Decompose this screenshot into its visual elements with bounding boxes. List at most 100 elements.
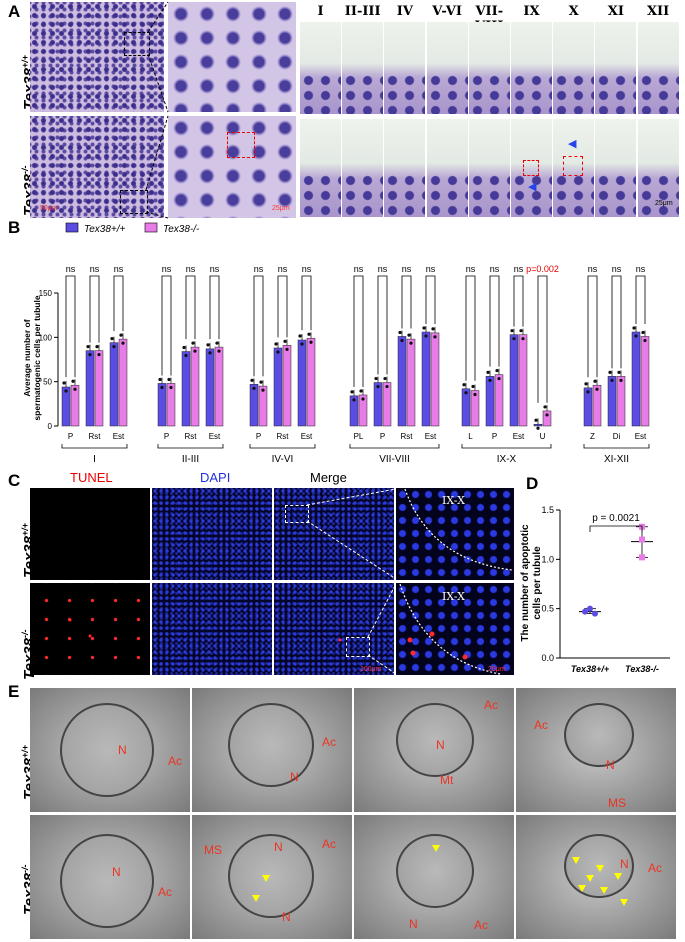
panel-label-b: B — [8, 218, 21, 237]
category-label: P — [380, 432, 385, 441]
bar — [461, 388, 471, 427]
data-point — [361, 397, 365, 401]
y-tick-label: 150 — [39, 289, 53, 298]
scalebar-a1: 50μm — [40, 205, 58, 212]
significance-label: ns — [636, 264, 646, 274]
tem-label: Ac — [534, 718, 549, 732]
data-point — [250, 378, 254, 382]
stage-label: VII-VIII — [379, 454, 410, 465]
data-point — [512, 337, 516, 341]
category-label: Est — [301, 432, 313, 441]
stage-tile-wt-6 — [553, 22, 595, 114]
bar-chart-b: 0 50 100 150 Average number of spermatogenic … — [22, 222, 650, 465]
cell-nucleus — [564, 703, 634, 767]
yellow-arrowhead-icon — [596, 865, 604, 872]
data-point — [534, 418, 538, 422]
channel-merge: Merge — [310, 470, 347, 485]
significance-bracket — [161, 275, 172, 376]
data-point — [424, 334, 428, 338]
data-point — [86, 345, 90, 349]
category-label: PL — [354, 432, 364, 441]
data-point — [112, 345, 116, 349]
data-point — [276, 350, 280, 354]
data-point — [431, 327, 435, 331]
scalebar-c1: 100μm — [360, 666, 382, 673]
cell-nucleus — [60, 703, 154, 797]
data-point — [409, 341, 413, 345]
data-point — [259, 380, 263, 384]
data-point — [543, 405, 547, 409]
yellow-arrowhead-icon — [572, 857, 580, 864]
data-point — [191, 341, 195, 345]
data-point — [545, 413, 549, 417]
data-point — [519, 329, 523, 333]
tem-label: N — [290, 770, 299, 784]
data-point — [97, 353, 101, 357]
tem-label: Ac — [648, 861, 663, 875]
stage-tile-wt-0 — [300, 22, 341, 114]
tem-label: N — [436, 738, 445, 752]
significance-bracket — [635, 275, 646, 325]
zoom-label-wt: IX-X — [442, 494, 465, 507]
y-tick-label: 100 — [39, 333, 53, 342]
bar — [640, 336, 650, 427]
data-point — [121, 341, 125, 345]
stage-label-7: XI — [607, 4, 624, 19]
zoom-lines-a — [145, 1, 169, 219]
bar — [583, 387, 593, 427]
data-point — [283, 339, 287, 343]
panel-label-e: E — [8, 682, 20, 701]
significance-bracket — [513, 275, 524, 327]
channel-dapi: DAPI — [200, 470, 231, 485]
tem-label: Ac — [484, 698, 499, 712]
he-zoom-ko — [168, 116, 296, 218]
data-point — [398, 330, 402, 335]
data-point — [587, 605, 593, 612]
tem-label: N — [620, 857, 629, 871]
data-point — [486, 370, 490, 374]
data-point — [298, 334, 302, 338]
data-point — [497, 376, 501, 381]
tem-image-ko-3: N Ac — [516, 815, 676, 939]
merge-wt — [274, 488, 394, 580]
category-label: Rst — [401, 432, 414, 441]
y-tick-label: 0.5 — [541, 604, 554, 614]
stage-bracket — [249, 444, 316, 449]
data-point — [285, 347, 289, 351]
stage-tile-wt-2 — [384, 22, 426, 114]
yellow-arrowhead-icon — [432, 845, 440, 852]
data-point — [182, 345, 186, 350]
significance-label: ns — [66, 264, 76, 274]
stage-label-0: I — [317, 4, 324, 19]
stage-label: I — [93, 454, 96, 465]
significance-label: ns — [90, 264, 100, 274]
cell-nucleus — [228, 703, 314, 787]
stage-tile-wt-8 — [637, 22, 679, 114]
tem-image-ko-0: N Ac — [30, 815, 190, 939]
category-label: Rst — [185, 432, 198, 441]
zoom-ko — [396, 583, 514, 675]
data-point — [634, 334, 638, 338]
category-label: Est — [425, 432, 437, 441]
significance-label: ns — [514, 264, 524, 274]
x-tick-label: Tex38-/- — [625, 664, 659, 674]
legend-label-ko: Tex38-/- — [163, 224, 200, 235]
significance-label: ns — [588, 264, 598, 274]
stage-tile-ko-0 — [300, 119, 341, 217]
data-point — [215, 341, 219, 345]
bar — [181, 351, 191, 427]
significance-bracket — [587, 275, 598, 378]
data-point — [169, 385, 173, 390]
tem-image-ko-1: MS N Ac N — [192, 815, 352, 939]
data-point — [350, 390, 354, 394]
stage-bracket — [583, 444, 650, 449]
blue-arrow-1: ◀ — [528, 181, 537, 193]
scalebar-a3: 25μm — [655, 200, 673, 207]
significance-label: ns — [612, 264, 622, 274]
data-point — [274, 342, 278, 346]
stage-bracket — [61, 444, 128, 449]
y-tick-label: 50 — [43, 378, 52, 387]
category-label: Est — [209, 432, 221, 441]
zoom-lines-c — [68, 488, 513, 675]
category-label: P — [68, 432, 73, 441]
